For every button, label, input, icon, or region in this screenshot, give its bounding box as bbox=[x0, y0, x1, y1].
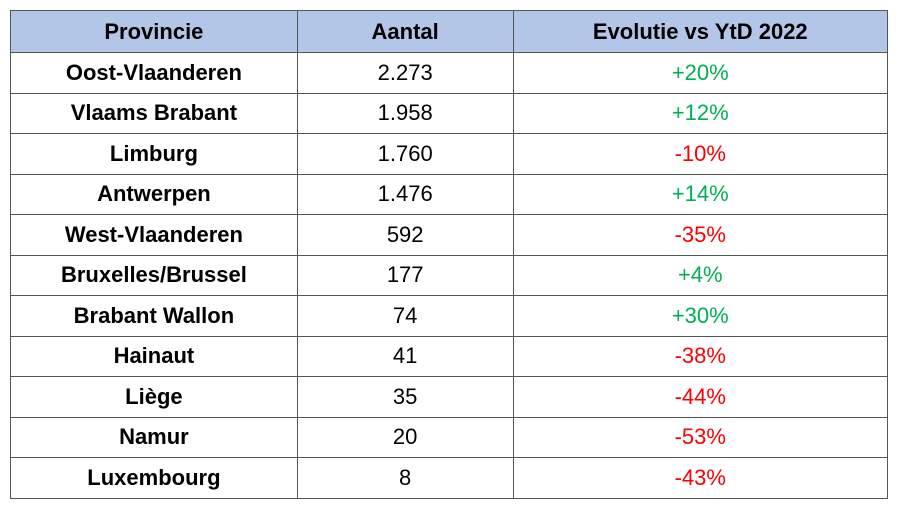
table-cell: -35% bbox=[512, 214, 889, 256]
header-cell: Provincie bbox=[10, 10, 298, 53]
table-row: Vlaams Brabant 1.958 +12% bbox=[10, 92, 889, 134]
table-cell: -44% bbox=[512, 376, 889, 418]
table-cell: Namur bbox=[10, 416, 298, 458]
table-row: West-Vlaanderen 592 -35% bbox=[10, 214, 889, 256]
table-cell: Oost-Vlaanderen bbox=[10, 52, 298, 94]
table-cell: 177 bbox=[296, 254, 514, 296]
header-row: Provincie Aantal Evolutie vs YtD 2022 bbox=[10, 10, 889, 53]
table-cell: 35 bbox=[296, 376, 514, 418]
table-cell: -53% bbox=[512, 416, 889, 458]
table-cell: Limburg bbox=[10, 133, 298, 175]
header-cell: Evolutie vs YtD 2022 bbox=[512, 10, 889, 53]
table-cell: +4% bbox=[512, 254, 889, 296]
table-row: Namur 20 -53% bbox=[10, 416, 889, 458]
table-container: Provincie Aantal Evolutie vs YtD 2022 Oost… bbox=[10, 10, 889, 499]
table-row: Brabant Wallon 74 +30% bbox=[10, 295, 889, 337]
table-cell: Antwerpen bbox=[10, 173, 298, 215]
table-row: Liège 35 -44% bbox=[10, 376, 889, 418]
table-cell: 1.958 bbox=[296, 92, 514, 134]
table-cell: 592 bbox=[296, 214, 514, 256]
table-row: Hainaut 41 -38% bbox=[10, 335, 889, 377]
table-cell: +20% bbox=[512, 52, 889, 94]
table-cell: -38% bbox=[512, 335, 889, 377]
table-cell: -43% bbox=[512, 457, 889, 499]
header-cell: Aantal bbox=[296, 10, 514, 53]
table-cell: Liège bbox=[10, 376, 298, 418]
table-cell: Brabant Wallon bbox=[10, 295, 298, 337]
table-cell: +12% bbox=[512, 92, 889, 134]
table-cell: Hainaut bbox=[10, 335, 298, 377]
table: Provincie Aantal Evolutie vs YtD 2022 Oost… bbox=[10, 10, 889, 499]
table-cell: Vlaams Brabant bbox=[10, 92, 298, 134]
table-cell: Luxembourg bbox=[10, 457, 298, 499]
table-cell: West-Vlaanderen bbox=[10, 214, 298, 256]
table-row: Limburg 1.760 -10% bbox=[10, 133, 889, 175]
table-cell: 1.760 bbox=[296, 133, 514, 175]
table-cell: 2.273 bbox=[296, 52, 514, 94]
table-row: Oost-Vlaanderen 2.273 +20% bbox=[10, 52, 889, 94]
table-cell: +14% bbox=[512, 173, 889, 215]
table-row: Luxembourg 8 -43% bbox=[10, 457, 889, 499]
table-cell: -10% bbox=[512, 133, 889, 175]
table-cell: 8 bbox=[296, 457, 514, 499]
table-cell: Bruxelles/Brussel bbox=[10, 254, 298, 296]
table-cell: 1.476 bbox=[296, 173, 514, 215]
table-cell: 74 bbox=[296, 295, 514, 337]
table-cell: +30% bbox=[512, 295, 889, 337]
table-cell: 41 bbox=[296, 335, 514, 377]
table-row: Antwerpen 1.476 +14% bbox=[10, 173, 889, 215]
table-row: Bruxelles/Brussel 177 +4% bbox=[10, 254, 889, 296]
table-cell: 20 bbox=[296, 416, 514, 458]
